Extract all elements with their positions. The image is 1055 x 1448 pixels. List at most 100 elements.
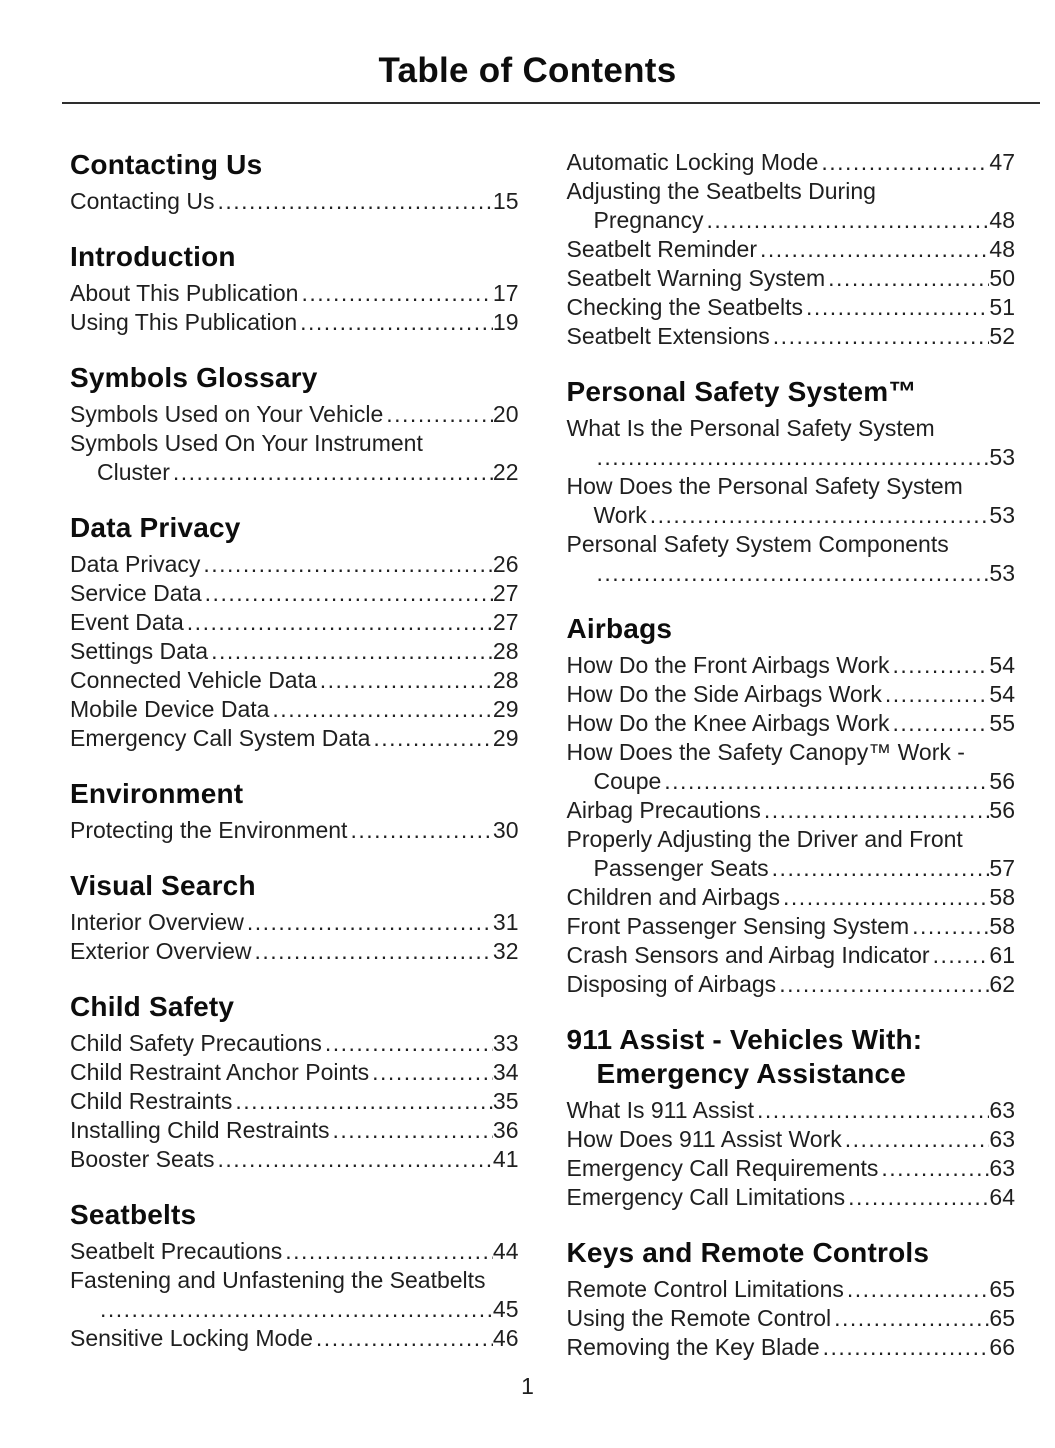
entry-page-number: 28 [492,667,519,693]
section-heading: Data Privacy [70,511,519,545]
entry-page-number: 66 [989,1334,1015,1360]
dot-leader [325,1029,493,1058]
entry-page-number: 61 [989,942,1015,968]
section-heading: Introduction [70,240,519,274]
toc-section: Environment Protecting the Environment 30 [70,777,519,845]
dot-leader [848,1183,989,1212]
toc-entry: Checking the Seatbelts 51 [567,293,1016,322]
toc-entry: Automatic Locking Mode 47 [567,148,1016,177]
entry-label: About This Publication [70,280,299,306]
dot-leader [372,1058,493,1087]
entry-label: Child Restraints [70,1088,233,1114]
entry-page-number: 35 [492,1088,519,1114]
section-heading-line1: 911 Assist - Vehicles With: [566,1024,923,1055]
entry-label: Coupe [593,768,662,794]
page-number: 1 [521,1373,534,1399]
entry-page-number: 54 [989,681,1015,707]
entry-page-number: 51 [989,294,1015,320]
entry-page-number: 41 [492,1146,519,1172]
dot-leader [806,293,989,322]
entry-label: Seatbelt Precautions [70,1238,283,1264]
dot-leader [779,970,989,999]
entry-label: Removing the Key Blade [566,1334,820,1360]
entry-page-number: 31 [492,909,519,935]
dot-leader [706,206,989,235]
entry-label: Crash Sensors and Airbag Indicator [566,942,930,968]
dot-leader [386,400,493,429]
entry-page-number: 58 [989,913,1015,939]
toc-entry: Data Privacy 26 [70,550,519,579]
toc-section: Personal Safety System™ What Is the Perso… [567,375,1016,588]
page-title: Table of Contents [378,51,677,90]
toc-entry: Symbols Used on Your Vehicle 20 [70,400,519,429]
entry-label: Checking the Seatbelts [566,294,804,320]
dot-leader [847,1275,990,1304]
toc-entry-wrap-line: How Does the Safety Canopy™ Work - [566,739,965,765]
toc-entry: Settings Data 28 [70,637,519,666]
dot-leader [373,724,493,753]
dot-leader [203,550,493,579]
toc-section: Symbols Glossary Symbols Used on Your Veh… [70,361,519,487]
toc-section: Contacting Us Contacting Us 15 [70,148,519,216]
entry-label: What Is 911 Assist [566,1097,754,1123]
dot-leader [933,941,990,970]
entry-label: Work [593,502,647,528]
toc-entry: Exterior Overview 32 [70,937,519,966]
section-heading-line1: Symbols Glossary [70,362,318,393]
entry-label: Cluster [97,459,170,485]
dot-leader [760,235,989,264]
toc-entry-wrap-line: Adjusting the Seatbelts During [566,178,876,204]
entry-page-number: 63 [989,1097,1015,1123]
entry-page-number: 62 [989,971,1015,997]
entry-page-number: 20 [492,401,519,427]
dot-leader [772,854,990,883]
toc-entry: Using This Publication 19 [70,308,519,337]
section-heading-line1: Child Safety [70,991,235,1022]
dot-leader [885,680,990,709]
section-heading-line1: Data Privacy [70,512,241,543]
dot-leader [320,666,493,695]
dot-leader [333,1116,493,1145]
dot-leader [350,816,492,845]
entry-page-number: 48 [989,236,1015,262]
toc-entry-wrap-line: Fastening and Unfastening the Seatbelts [70,1267,486,1293]
entry-page-number: 63 [989,1155,1015,1181]
dot-leader [823,1333,990,1362]
dot-leader [272,695,492,724]
entry-label: Pregnancy [593,207,704,233]
section-heading: Airbags [567,612,1016,646]
entry-page-number: 52 [989,323,1015,349]
entry-page-number: 64 [989,1184,1015,1210]
dot-leader [764,796,990,825]
entry-page-number: 17 [492,280,519,306]
section-heading-line1: Contacting Us [70,149,263,180]
toc-entry-wrap-line: Symbols Used On Your Instrument [70,430,423,456]
entry-label: Booster Seats [70,1146,215,1172]
entry-page-number: 54 [989,652,1015,678]
entry-label: Disposing of Airbags [566,971,777,997]
entry-label: Installing Child Restraints [70,1117,330,1143]
section-heading: Seatbelts [70,1198,519,1232]
dot-leader [892,651,989,680]
entry-page-number: 55 [989,710,1015,736]
dot-leader [235,1087,493,1116]
toc-entry: Protecting the Environment 30 [70,816,519,845]
toc-section: Keys and Remote Controls Remote Control L… [567,1236,1016,1362]
entry-label: Using This Publication [70,309,298,335]
entry-label: Settings Data [70,638,209,664]
entry-page-number: 46 [492,1325,519,1351]
entry-label: Symbols Used on Your Vehicle [70,401,384,427]
entry-label: Using the Remote Control [566,1305,832,1331]
entry-label: How Do the Front Airbags Work [566,652,890,678]
toc-entry: How Do the Front Airbags Work 54 [567,651,1016,680]
toc-section: Seatbelts Seatbelt Precautions 44Fastening… [70,1198,519,1353]
toc-entry: Seatbelt Warning System 50 [567,264,1016,293]
dot-leader [773,322,990,351]
section-heading: Symbols Glossary [70,361,519,395]
toc-entry: Child Restraints 35 [70,1087,519,1116]
entry-label: Seatbelt Warning System [566,265,826,291]
dot-leader [845,1125,990,1154]
